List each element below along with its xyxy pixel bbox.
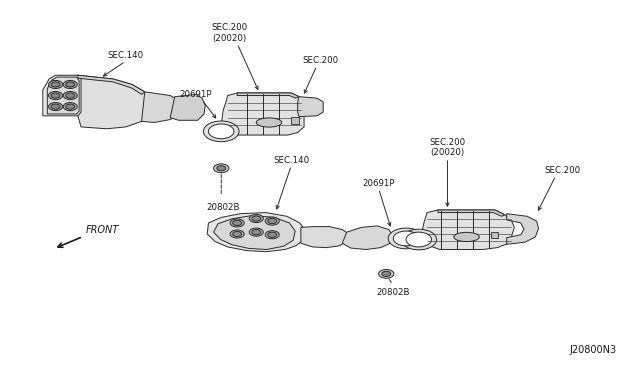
Circle shape <box>49 92 63 100</box>
Circle shape <box>63 103 77 111</box>
Circle shape <box>249 214 263 222</box>
Text: SEC.140: SEC.140 <box>108 51 144 61</box>
Text: SEC.200: SEC.200 <box>302 56 338 65</box>
Polygon shape <box>43 75 81 116</box>
Polygon shape <box>214 215 295 250</box>
Polygon shape <box>438 210 505 216</box>
Ellipse shape <box>454 232 479 241</box>
Text: SEC.140: SEC.140 <box>273 155 309 164</box>
Circle shape <box>249 228 263 236</box>
Polygon shape <box>170 94 205 120</box>
Text: SEC.200: SEC.200 <box>544 166 580 175</box>
Circle shape <box>66 82 75 87</box>
Circle shape <box>63 92 77 100</box>
Circle shape <box>379 269 394 278</box>
Circle shape <box>204 121 239 142</box>
Text: 20802B: 20802B <box>206 203 240 212</box>
Circle shape <box>382 271 391 276</box>
Circle shape <box>233 231 242 237</box>
Circle shape <box>51 93 60 98</box>
Circle shape <box>63 80 77 89</box>
Circle shape <box>217 166 226 171</box>
Circle shape <box>51 82 60 87</box>
Circle shape <box>401 229 436 250</box>
Circle shape <box>233 220 242 225</box>
Circle shape <box>49 80 63 89</box>
Ellipse shape <box>256 118 282 127</box>
Circle shape <box>388 228 424 249</box>
Circle shape <box>51 104 60 109</box>
Circle shape <box>265 231 279 239</box>
Circle shape <box>230 219 244 227</box>
Text: 20802B: 20802B <box>376 288 410 296</box>
Circle shape <box>252 230 260 235</box>
Circle shape <box>268 218 276 224</box>
Polygon shape <box>221 93 304 135</box>
Circle shape <box>209 124 234 139</box>
Circle shape <box>394 231 419 246</box>
Polygon shape <box>78 75 151 129</box>
Circle shape <box>66 93 75 98</box>
Circle shape <box>49 103 63 111</box>
Circle shape <box>406 232 431 247</box>
Circle shape <box>230 230 244 238</box>
FancyBboxPatch shape <box>291 117 299 124</box>
Polygon shape <box>141 92 180 122</box>
Circle shape <box>66 104 75 109</box>
Polygon shape <box>78 75 145 94</box>
Text: J20800N3: J20800N3 <box>569 345 616 355</box>
FancyBboxPatch shape <box>491 232 499 238</box>
Polygon shape <box>342 226 394 250</box>
Text: 20691P: 20691P <box>362 179 395 188</box>
Circle shape <box>214 164 229 173</box>
Polygon shape <box>422 210 515 250</box>
Polygon shape <box>507 214 539 244</box>
Circle shape <box>252 216 260 221</box>
Text: FRONT: FRONT <box>86 225 119 235</box>
Text: 20691P: 20691P <box>179 90 212 99</box>
Polygon shape <box>301 227 349 248</box>
Text: SEC.200
(20020): SEC.200 (20020) <box>211 23 248 43</box>
Text: SEC.200
(20020): SEC.200 (20020) <box>429 138 465 157</box>
Polygon shape <box>207 212 306 252</box>
Polygon shape <box>47 77 79 114</box>
Polygon shape <box>237 93 299 98</box>
Circle shape <box>265 217 279 225</box>
Polygon shape <box>298 97 323 116</box>
Circle shape <box>268 232 276 237</box>
